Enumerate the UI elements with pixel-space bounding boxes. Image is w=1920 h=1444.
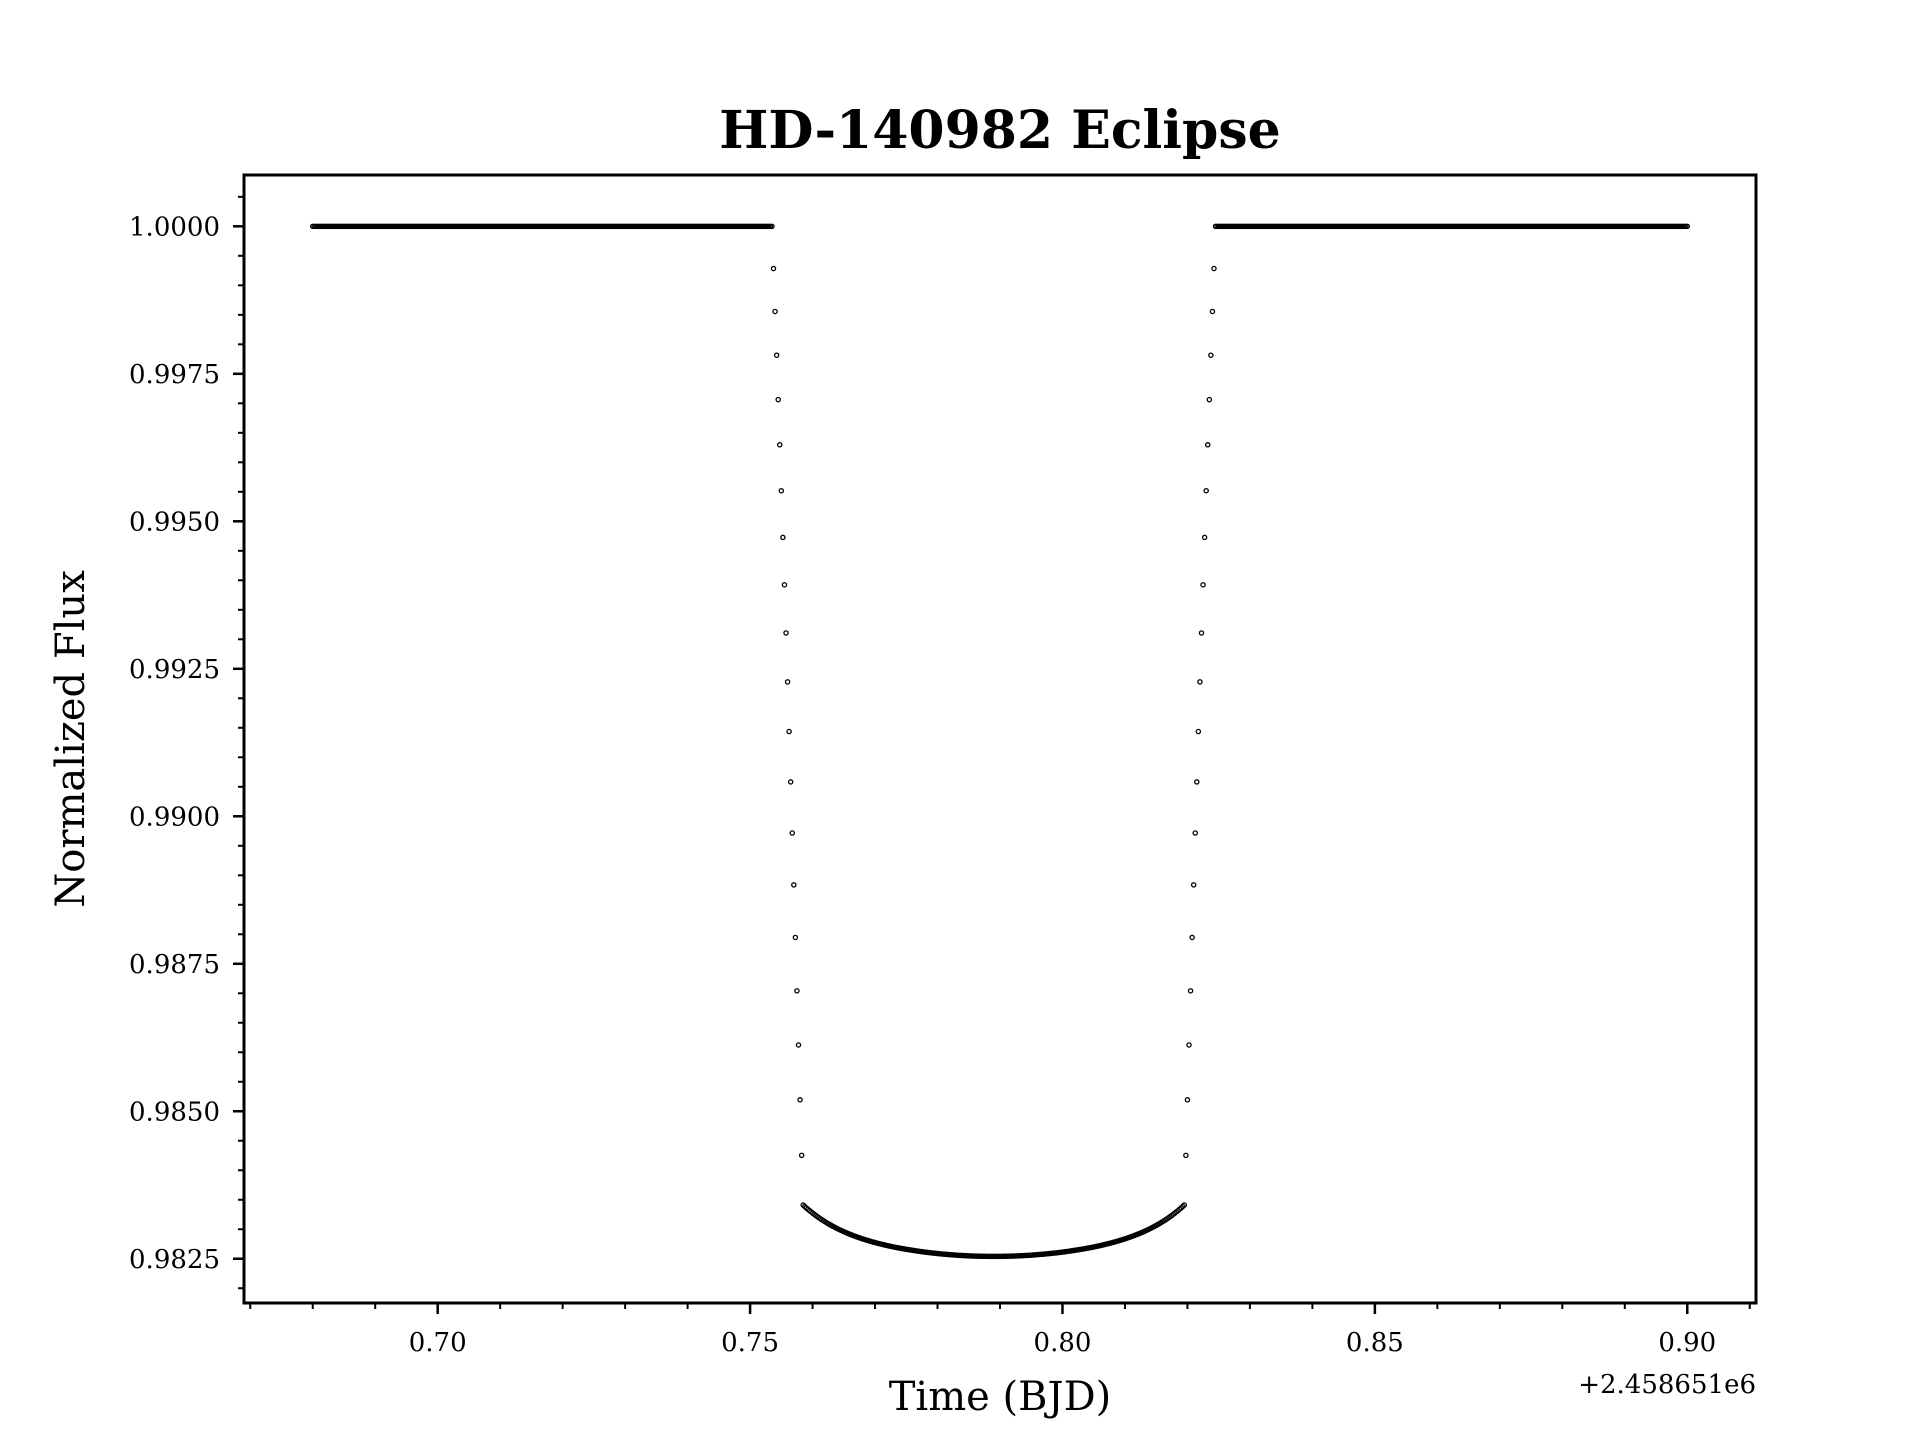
x-tick-label: 0.70 [409,1328,467,1358]
plot-frame [242,173,1758,1305]
data-points [309,223,1691,1260]
data-point [1204,442,1211,448]
data-point [1209,308,1216,315]
y-tick-label: 0.9900 [129,802,220,832]
data-point [1206,396,1213,403]
data-point [784,679,791,685]
y-tick-label: 0.9825 [129,1245,220,1275]
y-tick-label: 0.9950 [129,507,220,537]
data-point [1190,882,1197,888]
data-point [1208,352,1214,358]
data-point [777,442,783,448]
data-point [791,882,797,888]
data-point [1684,223,1691,230]
data-point [1198,630,1205,636]
data-point [786,728,792,735]
y-tick-label: 1.0000 [129,212,220,242]
data-point [783,630,789,636]
axis-ticks: 0.70 0.75 0.80 0.85 0.90 0.9825 0.9850 0.9875 0.… [129,195,1751,1358]
data-point [1189,934,1195,941]
y-tick-label: 0.9850 [129,1097,220,1127]
x-tick-label: 0.80 [1034,1328,1092,1358]
data-point [773,352,780,358]
y-tick-label: 0.9925 [129,655,220,685]
y-axis-label: Normalized Flux [48,570,94,908]
data-point [1195,728,1202,735]
x-tick-label: 0.85 [1346,1328,1404,1358]
data-point [1197,679,1203,685]
data-point [1192,830,1199,836]
data-point [772,308,778,315]
data-point [1187,988,1194,994]
x-axis-offset-label: +2.458651e6 [1578,1370,1756,1400]
data-point [1211,265,1217,272]
chart-title: HD-140982 Eclipse [719,100,1281,161]
x-tick-label: 0.75 [721,1328,779,1358]
x-tick-label: 0.90 [1658,1328,1716,1358]
data-point [789,830,796,836]
x-axis-label: Time (BJD) [889,1374,1112,1420]
data-point [797,1097,803,1103]
data-point [1181,1202,1188,1208]
y-tick-label: 0.9875 [129,950,220,980]
data-point [781,582,788,588]
data-point [794,988,800,994]
data-point [795,1042,802,1048]
data-point [778,487,785,494]
data-point [1184,1097,1191,1103]
data-point [787,779,794,785]
data-point [1203,487,1209,494]
data-point [769,223,775,230]
data-point [798,1152,805,1159]
data-point [780,534,786,541]
data-point [1201,534,1208,541]
data-point [1200,582,1206,588]
data-point [1194,779,1200,785]
data-point [770,265,777,272]
data-point [775,396,781,403]
data-point [1186,1042,1192,1048]
data-point [1183,1152,1189,1159]
data-point [792,934,799,941]
y-tick-label: 0.9975 [129,360,220,390]
